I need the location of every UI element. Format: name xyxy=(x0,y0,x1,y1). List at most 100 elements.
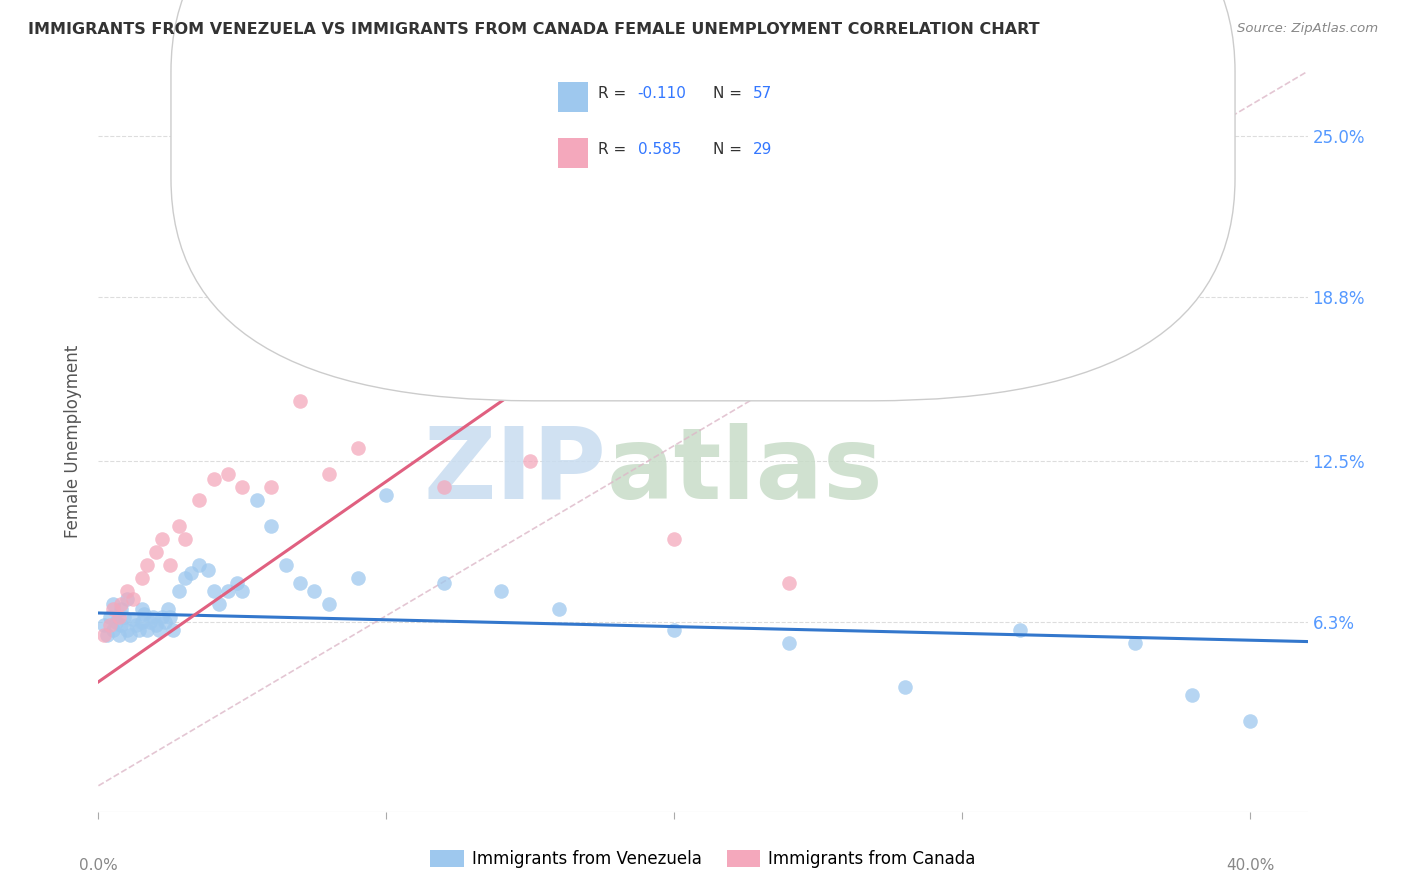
Text: 40.0%: 40.0% xyxy=(1226,858,1274,873)
Point xyxy=(318,467,340,481)
Legend: Immigrants from Venezuela, Immigrants from Canada: Immigrants from Venezuela, Immigrants fr… xyxy=(423,843,983,875)
Point xyxy=(115,591,138,606)
Point xyxy=(260,519,283,533)
Point xyxy=(433,576,456,591)
Point xyxy=(576,350,599,364)
Point xyxy=(180,566,202,580)
Point xyxy=(433,480,456,494)
Point xyxy=(548,602,571,616)
Point xyxy=(231,583,253,598)
Point xyxy=(162,623,184,637)
Point xyxy=(274,324,297,338)
Point xyxy=(288,576,311,591)
Text: 0.0%: 0.0% xyxy=(79,858,118,873)
Point xyxy=(128,623,150,637)
Point xyxy=(115,583,138,598)
Point xyxy=(159,558,181,572)
Point xyxy=(274,558,297,572)
Point xyxy=(167,583,190,598)
Point xyxy=(104,615,127,629)
Point xyxy=(131,571,153,585)
Point xyxy=(1008,623,1031,637)
Point xyxy=(173,571,195,585)
Point xyxy=(101,597,124,611)
Point xyxy=(150,532,173,546)
Point xyxy=(150,610,173,624)
Text: -0.110: -0.110 xyxy=(638,87,686,101)
Point xyxy=(288,394,311,409)
Point xyxy=(167,519,190,533)
Point xyxy=(131,602,153,616)
Point xyxy=(115,623,138,637)
Point xyxy=(188,493,211,508)
Point xyxy=(93,628,115,642)
Bar xyxy=(558,138,588,168)
Point xyxy=(145,545,167,559)
Point xyxy=(1181,688,1204,702)
Point xyxy=(375,488,398,502)
Point xyxy=(107,628,129,642)
Text: N =: N = xyxy=(713,87,747,101)
Text: Source: ZipAtlas.com: Source: ZipAtlas.com xyxy=(1237,22,1378,36)
Point xyxy=(202,472,225,486)
Point xyxy=(156,602,179,616)
Text: N =: N = xyxy=(713,142,747,157)
Point xyxy=(136,623,159,637)
Point xyxy=(225,576,247,591)
Point xyxy=(664,532,686,546)
Point xyxy=(519,454,541,468)
Point xyxy=(110,617,132,632)
Point xyxy=(260,480,283,494)
Point xyxy=(110,602,132,616)
Point xyxy=(173,532,195,546)
Text: R =: R = xyxy=(598,87,631,101)
Point xyxy=(1123,636,1146,650)
Bar xyxy=(558,82,588,112)
Point xyxy=(136,558,159,572)
Point xyxy=(159,610,181,624)
Point xyxy=(491,583,513,598)
Text: IMMIGRANTS FROM VENEZUELA VS IMMIGRANTS FROM CANADA FEMALE UNEMPLOYMENT CORRELAT: IMMIGRANTS FROM VENEZUELA VS IMMIGRANTS … xyxy=(28,22,1040,37)
Point xyxy=(139,615,162,629)
Point xyxy=(96,628,118,642)
Text: atlas: atlas xyxy=(606,423,883,520)
Point xyxy=(778,576,800,591)
Point xyxy=(231,480,253,494)
Point xyxy=(120,628,142,642)
Point xyxy=(93,617,115,632)
Point xyxy=(142,610,165,624)
Point xyxy=(122,612,145,626)
Point xyxy=(304,583,326,598)
Point xyxy=(101,602,124,616)
Point xyxy=(217,467,239,481)
Point xyxy=(101,623,124,637)
Point xyxy=(148,623,170,637)
Point xyxy=(131,615,153,629)
Text: 29: 29 xyxy=(752,142,772,157)
Point xyxy=(217,583,239,598)
Point xyxy=(107,610,129,624)
Point xyxy=(1239,714,1261,728)
Point xyxy=(125,617,148,632)
Point xyxy=(664,623,686,637)
Point xyxy=(98,617,121,632)
Point xyxy=(188,558,211,572)
Point xyxy=(375,194,398,209)
Point xyxy=(208,597,231,611)
Point xyxy=(346,441,368,455)
Text: 0.585: 0.585 xyxy=(638,142,681,157)
Point xyxy=(98,610,121,624)
Point xyxy=(122,591,145,606)
Point xyxy=(134,607,156,622)
FancyBboxPatch shape xyxy=(172,0,1234,401)
Point xyxy=(112,610,135,624)
Point xyxy=(893,680,915,694)
Y-axis label: Female Unemployment: Female Unemployment xyxy=(65,345,83,538)
Text: R =: R = xyxy=(598,142,631,157)
Point xyxy=(346,571,368,585)
Point xyxy=(246,493,269,508)
Text: ZIP: ZIP xyxy=(423,423,606,520)
Point xyxy=(145,617,167,632)
Point xyxy=(153,615,176,629)
Point xyxy=(202,583,225,598)
